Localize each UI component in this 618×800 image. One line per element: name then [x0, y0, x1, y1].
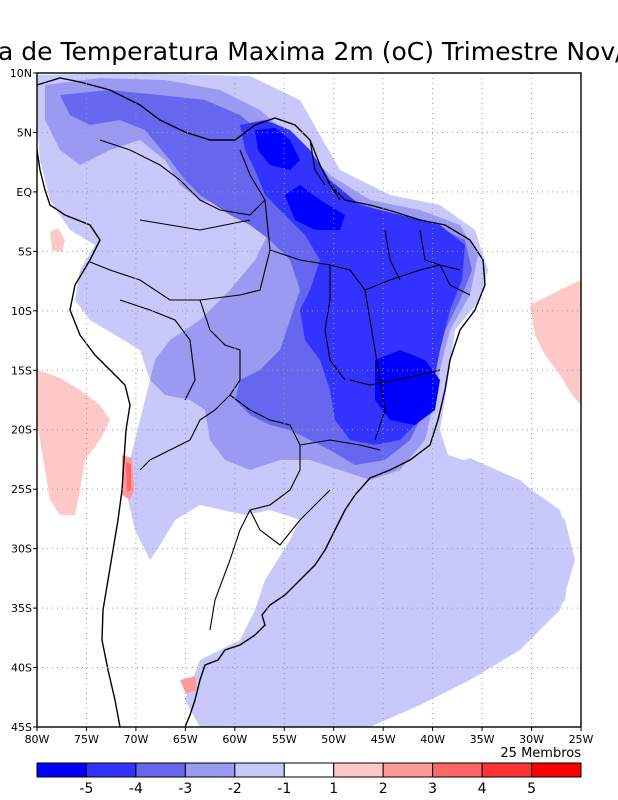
lat-tick-label: 35S: [11, 602, 32, 615]
anomaly-region-minus5-amazon: [285, 185, 345, 230]
colorbar-label: -4: [129, 781, 143, 797]
lon-tick-label: 70W: [123, 733, 148, 746]
colorbar-swatch: [531, 762, 582, 778]
plot-area: [37, 73, 581, 727]
colorbar: -5 -4 -3 -2 -1 1 2 3 4 5: [36, 762, 582, 797]
colorbar-swatch: [432, 762, 483, 778]
lat-tick-label: 30S: [11, 543, 32, 556]
lat-tick-label: 5N: [17, 126, 32, 139]
lat-tick-label: 20S: [11, 424, 32, 437]
lon-tick-label: 45W: [371, 733, 396, 746]
lat-tick-label: 45S: [11, 721, 32, 734]
lon-tick-label: 40W: [420, 733, 445, 746]
lat-tick-label: 10N: [10, 67, 32, 80]
ensemble-members-label: 25 Membros: [500, 746, 581, 761]
colorbar-swatch: [85, 762, 137, 778]
lon-tick-label: 75W: [74, 733, 99, 746]
colorbar-swatch: [184, 762, 236, 778]
colorbar-label: -3: [178, 781, 192, 797]
anomaly-region-minus5-east: [375, 350, 440, 425]
continent-outline: [37, 77, 486, 727]
lat-tick-label: 10S: [11, 305, 32, 318]
colorbar-swatch: [36, 762, 87, 778]
anomaly-region-plus3-andes: [126, 462, 131, 492]
colorbar-label: -2: [228, 781, 242, 797]
colorbar-swatch: [283, 762, 335, 778]
lon-tick-label: 80W: [25, 733, 50, 746]
colorbar-label: 2: [379, 781, 388, 797]
colorbar-label: 5: [527, 781, 536, 797]
lat-tick-label: 40S: [11, 662, 32, 675]
lon-tick-label: 65W: [173, 733, 198, 746]
country-borders: [89, 139, 471, 631]
anomaly-region-plus1-pacific: [37, 370, 110, 515]
colorbar-swatch: [481, 762, 533, 778]
latitude-axis: 10N 5N EQ 5S 10S 15S 20S 25S 30S 35S 40S 45S: [10, 67, 37, 734]
lon-tick-label: 35W: [470, 733, 495, 746]
lon-tick-label: 25W: [569, 733, 594, 746]
colorbar-swatch: [382, 762, 434, 778]
anomaly-region-plus1-west: [50, 228, 65, 252]
lon-tick-label: 50W: [321, 733, 346, 746]
anomaly-region-plus1-south: [180, 676, 197, 694]
colorbar-swatch: [135, 762, 186, 778]
colorbar-label: -5: [79, 781, 93, 797]
lon-tick-label: 60W: [222, 733, 247, 746]
colorbar-label: -1: [277, 781, 291, 797]
graticule: [37, 73, 581, 727]
map-title: a de Temperatura Maxima 2m (oC) Trimestr…: [0, 37, 618, 66]
lat-tick-label: 15S: [11, 364, 32, 377]
plot-frame: [36, 72, 582, 728]
lat-tick-label: 5S: [18, 245, 32, 258]
anomaly-region-minus5-north: [255, 128, 300, 170]
colorbar-label: 4: [478, 781, 487, 797]
longitude-axis: 80W 75W 70W 65W 60W 55W 50W 45W 40W 35W 30W 25W: [25, 727, 594, 746]
lon-tick-label: 55W: [272, 733, 297, 746]
lat-tick-label: 25S: [11, 483, 32, 496]
lon-tick-label: 30W: [519, 733, 544, 746]
lat-tick-label: EQ: [16, 186, 32, 199]
colorbar-label: 3: [428, 781, 437, 797]
colorbar-swatch: [234, 762, 285, 778]
colorbar-label: 1: [329, 781, 338, 797]
colorbar-swatch: [333, 762, 384, 778]
